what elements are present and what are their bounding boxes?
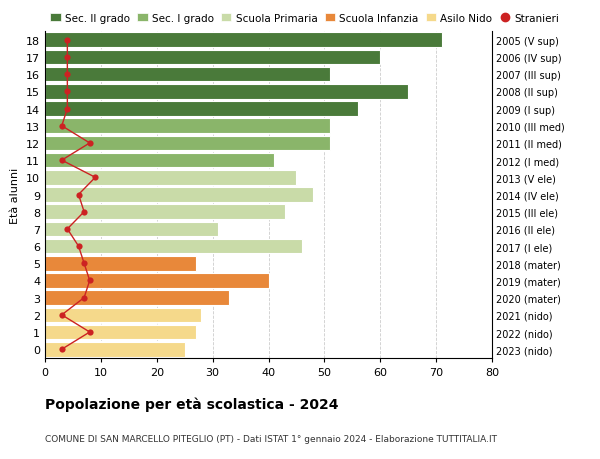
Bar — [45, 119, 330, 134]
Bar — [45, 308, 202, 322]
Point — [62, 89, 72, 96]
Legend: Sec. II grado, Sec. I grado, Scuola Primaria, Scuola Infanzia, Asilo Nido, Stran: Sec. II grado, Sec. I grado, Scuola Prim… — [50, 14, 559, 24]
Point — [57, 346, 67, 353]
Bar — [45, 325, 196, 340]
Point — [85, 140, 95, 147]
Point — [74, 191, 83, 199]
Bar — [45, 34, 442, 48]
Point — [62, 226, 72, 233]
Y-axis label: Età alunni: Età alunni — [10, 167, 20, 223]
Bar — [45, 205, 285, 219]
Bar — [45, 239, 302, 254]
Bar — [45, 171, 296, 185]
Bar — [45, 102, 358, 117]
Point — [85, 277, 95, 285]
Bar — [45, 222, 218, 237]
Bar — [45, 291, 229, 305]
Point — [74, 243, 83, 250]
Point — [57, 312, 67, 319]
Bar — [45, 274, 269, 288]
Point — [85, 329, 95, 336]
Bar — [45, 85, 408, 100]
Point — [62, 54, 72, 62]
Point — [57, 157, 67, 164]
Text: COMUNE DI SAN MARCELLO PITEGLIO (PT) - Dati ISTAT 1° gennaio 2024 - Elaborazione: COMUNE DI SAN MARCELLO PITEGLIO (PT) - D… — [45, 434, 497, 443]
Point — [62, 106, 72, 113]
Point — [62, 71, 72, 78]
Bar — [45, 188, 313, 202]
Bar — [45, 68, 330, 82]
Bar — [45, 136, 330, 151]
Bar — [45, 257, 196, 271]
Bar — [45, 342, 185, 357]
Point — [62, 37, 72, 45]
Point — [79, 294, 89, 302]
Point — [79, 260, 89, 267]
Point — [57, 123, 67, 130]
Bar — [45, 153, 274, 168]
Point — [91, 174, 100, 182]
Point — [79, 208, 89, 216]
Text: Popolazione per età scolastica - 2024: Popolazione per età scolastica - 2024 — [45, 397, 338, 412]
Bar — [45, 50, 380, 65]
